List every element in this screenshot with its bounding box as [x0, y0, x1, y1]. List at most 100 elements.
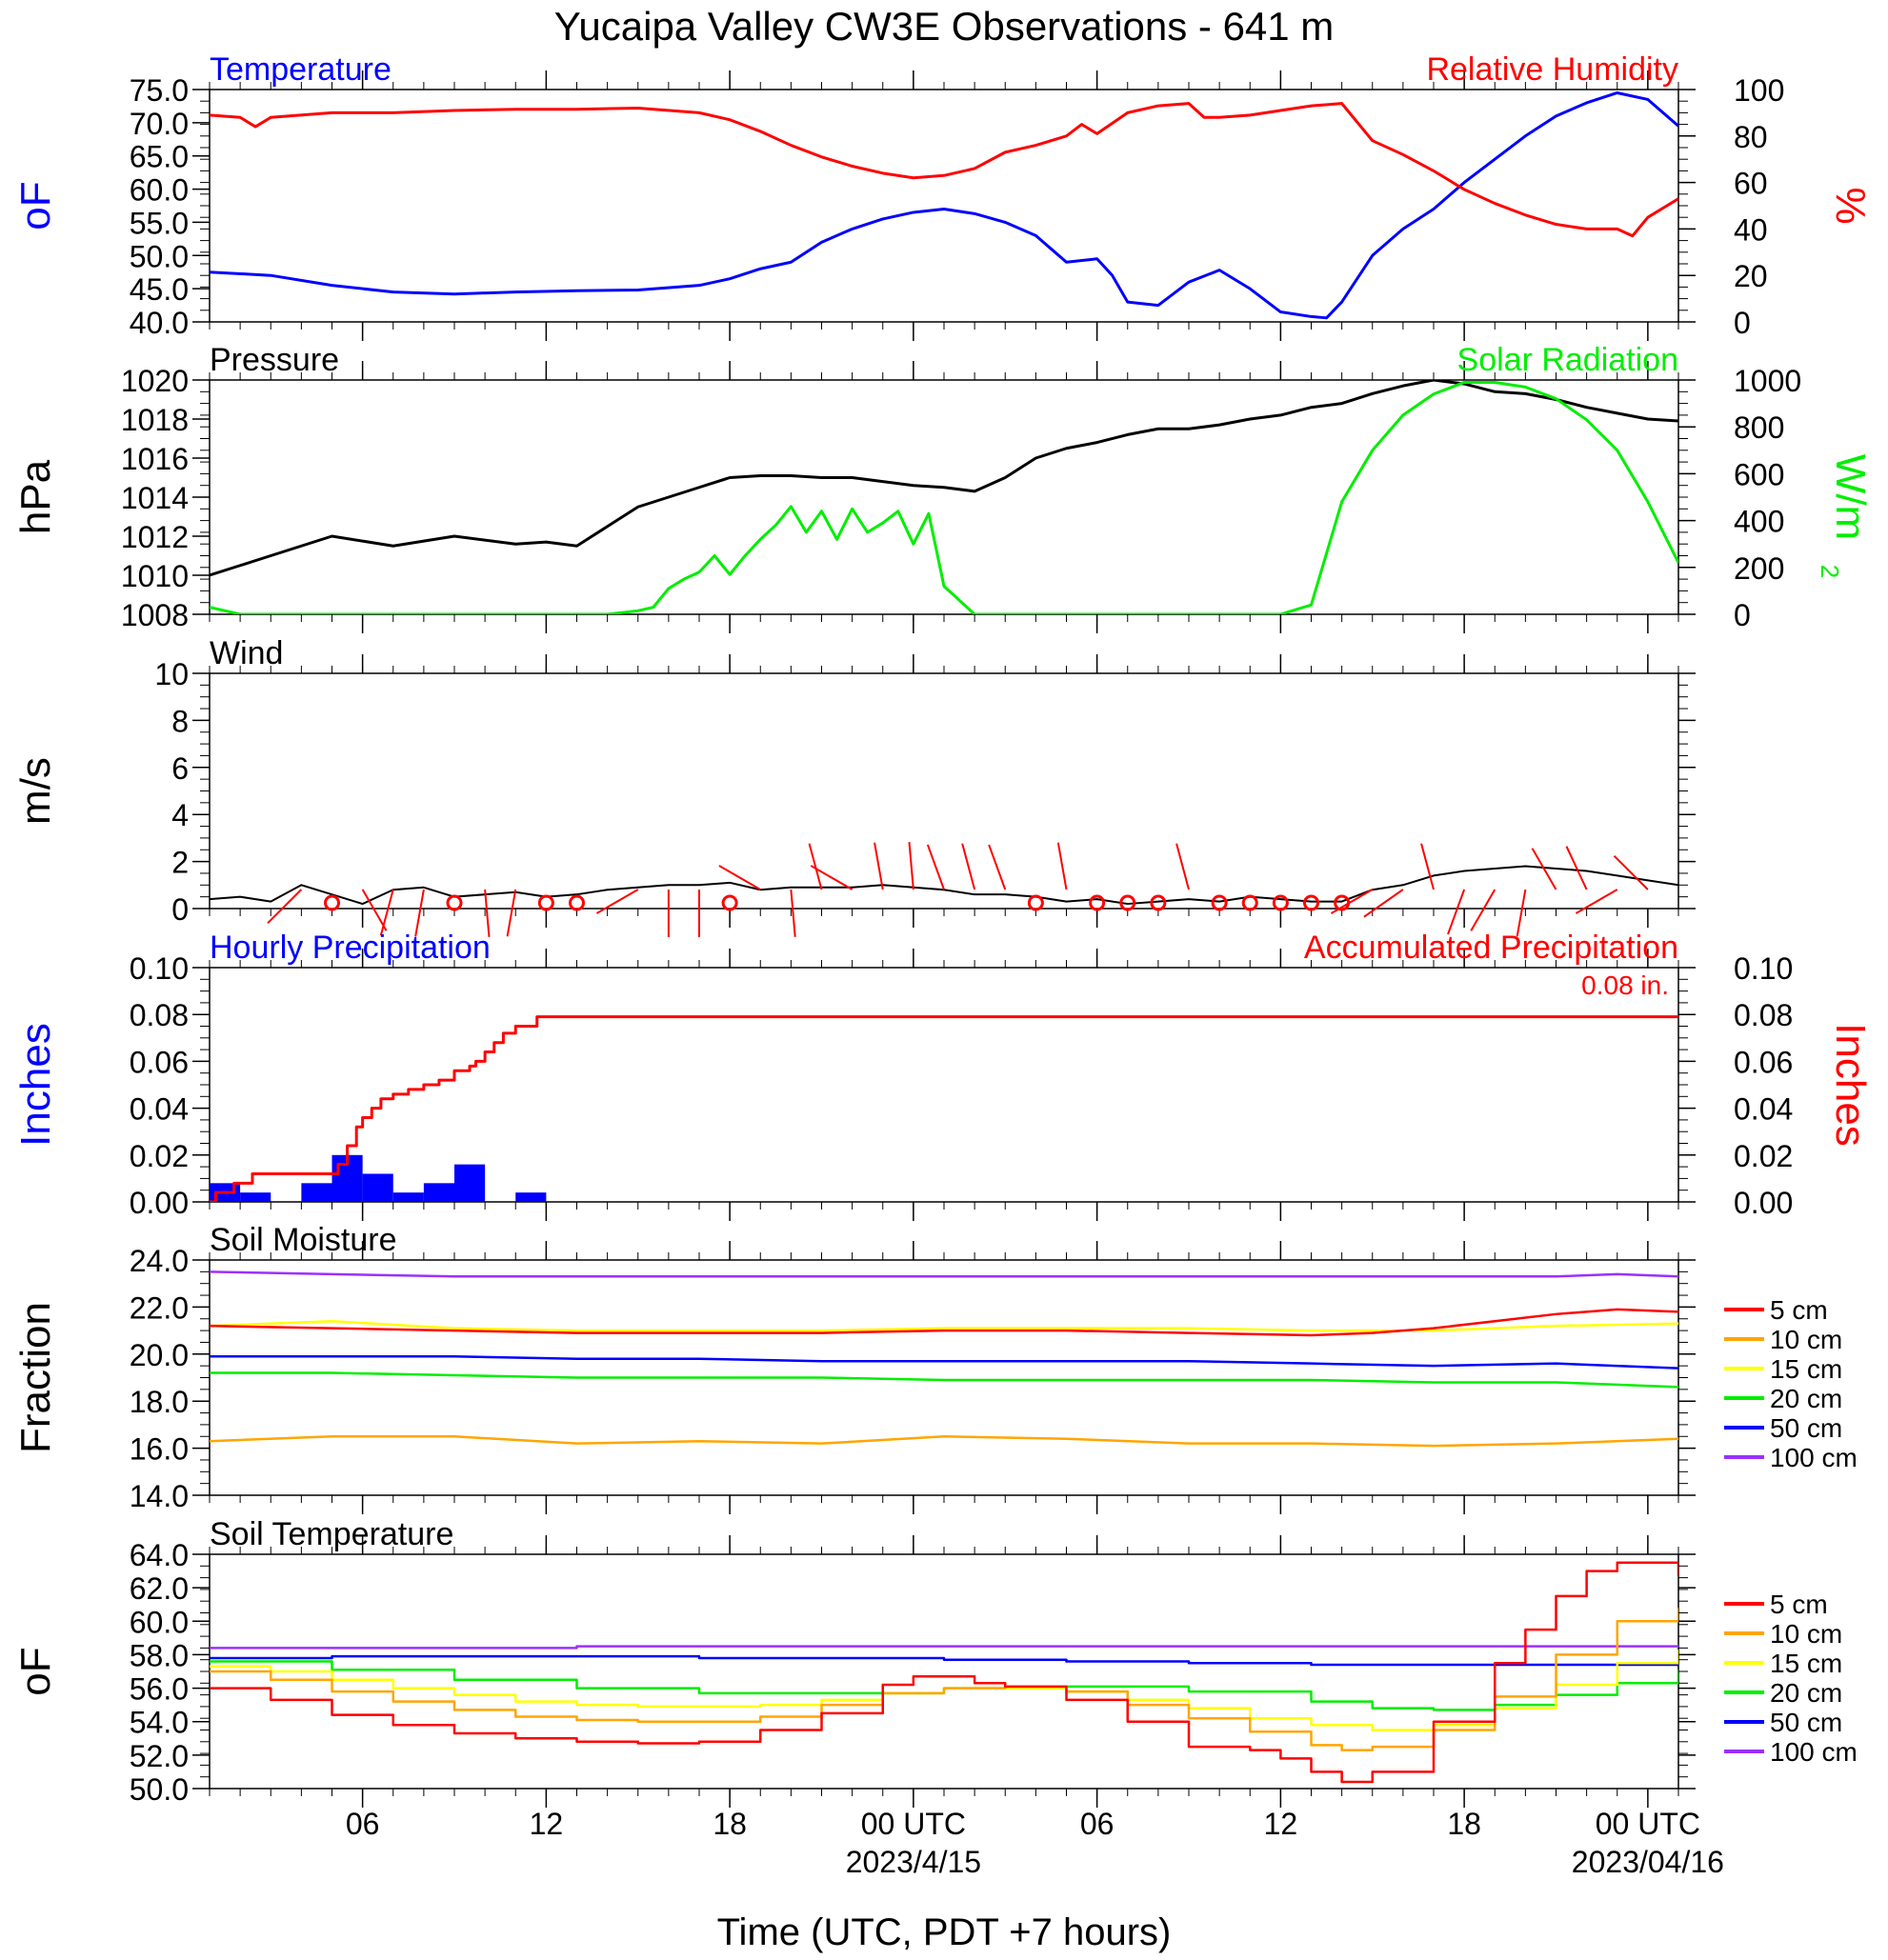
panel-temp_rh: 40.045.050.055.060.065.070.075.0 0 20 40 60 8… — [12, 51, 1874, 341]
wind-barb — [379, 889, 394, 936]
y-tick-label-right: 0.02 — [1734, 1139, 1793, 1173]
y-tick-label-left: 40.0 — [130, 306, 189, 340]
wind-calm-circle — [1211, 894, 1228, 911]
solar-radiation-series-line — [210, 380, 1678, 614]
panel-title-left: Soil Moisture — [210, 1222, 397, 1258]
wind-barb — [1330, 889, 1374, 914]
x-tick-label: 12 — [1264, 1807, 1298, 1841]
data-layer — [210, 1270, 1678, 1448]
legend-label: 15 cm — [1770, 1354, 1842, 1384]
hourly-precip-bar — [454, 1164, 486, 1202]
y-tick-label-left: 18.0 — [130, 1385, 189, 1419]
y-axis-label-left: Inches — [12, 1023, 59, 1147]
y-tick-label-right: 20 — [1734, 259, 1768, 293]
y-tick-label-left: 0.04 — [130, 1092, 189, 1127]
y-tick-label-left: 8 — [171, 704, 189, 738]
y-tick-label-right: 0.00 — [1734, 1186, 1793, 1220]
y-tick-label-left: 4 — [171, 798, 189, 832]
panel-title-right: Relative Humidity — [1426, 51, 1678, 88]
soil-series-line-20cm — [210, 1371, 1678, 1389]
panel-precip: 0.00 0.02 0.04 0.06 0.08 0.10 0.00 0.02 0.04 0.06… — [12, 930, 1874, 1221]
legend-label: 10 cm — [1770, 1325, 1842, 1354]
panels-group: 40.045.050.055.060.065.070.075.002040608… — [12, 51, 1874, 1879]
panel-title-right: Accumulated Precipitation — [1304, 930, 1678, 966]
y-axis-label-left: oF — [12, 181, 59, 230]
wind-barb — [908, 842, 914, 890]
panel-title-left: Temperature — [210, 51, 392, 88]
y-axis-label-left: hPa — [12, 459, 59, 534]
y-tick-label-right: 0.08 — [1734, 998, 1793, 1032]
y-tick-label-left: 52.0 — [130, 1739, 189, 1773]
y-tick-label-right: 800 — [1734, 410, 1784, 445]
wind-barb — [361, 889, 388, 931]
y-tick-label-right: 400 — [1734, 505, 1784, 539]
wind-barb — [1363, 889, 1404, 918]
wind-barb — [810, 865, 854, 890]
y-axis-label-left: Fraction — [12, 1302, 59, 1453]
soil-series-line-5cm — [210, 1561, 1678, 1784]
wind-calm-circle — [1089, 894, 1106, 911]
pressure-series-line — [210, 380, 1678, 577]
wind-barb — [506, 889, 517, 937]
wind-barb — [1565, 846, 1588, 890]
panel-title-left: Soil Temperature — [210, 1516, 453, 1552]
panel-press_solar: 1008 1010 1012 1014 1016 1018 1020 0 200 400 600 80… — [12, 342, 1874, 633]
wind-calm-circle — [537, 894, 554, 911]
soil-series-line-100cm — [210, 1270, 1678, 1278]
wind-barb — [961, 843, 976, 890]
y-tick-label-left: 0.06 — [130, 1045, 189, 1079]
y-axis-label-right: Inches — [1827, 1023, 1874, 1147]
y-tick-label-right: 600 — [1734, 457, 1784, 491]
x-tick-date-label: 2023/4/15 — [846, 1845, 981, 1879]
figure-title: Yucaipa Valley CW3E Observations - 641 m — [554, 4, 1335, 49]
y-axis-label-left: m/s — [12, 757, 59, 825]
y-axis-label-right: W/m — [1827, 454, 1874, 540]
data-layer — [210, 1015, 1678, 1202]
wind-calm-circle — [1241, 894, 1258, 911]
y-tick-label-left: 1012 — [121, 520, 189, 554]
data-layer — [210, 90, 1678, 320]
y-tick-label-left: 60.0 — [130, 1605, 189, 1639]
wind-barb — [926, 844, 945, 890]
wind-calm-circle — [1150, 894, 1167, 911]
legend-label: 50 cm — [1770, 1413, 1842, 1443]
soil-series-line-50cm — [210, 1654, 1678, 1667]
wind-barb — [874, 842, 884, 890]
x-tick-label: 06 — [1080, 1807, 1115, 1841]
hourly-precip-bar — [362, 1173, 393, 1202]
y-tick-label-left: 75.0 — [130, 73, 189, 108]
y-tick-label-left: 64.0 — [130, 1538, 189, 1572]
wind-barb — [790, 889, 796, 937]
y-tick-label-left: 50.0 — [130, 239, 189, 273]
panel-title-right: Solar Radiation — [1457, 342, 1678, 378]
wind-barb — [1175, 843, 1190, 890]
x-tick-label: 06 — [346, 1807, 380, 1841]
y-tick-label-right: 0 — [1734, 306, 1751, 340]
hourly-precip-bar — [240, 1192, 271, 1202]
y-tick-label-right: 0.04 — [1734, 1092, 1793, 1127]
wind-barb — [484, 889, 491, 937]
y-tick-label-left: 1014 — [121, 481, 189, 515]
wind-calm-circle — [324, 894, 340, 911]
panel-soil_moisture: 14.0 16.0 18.0 20.0 22.0 24.0 Soil Moisture Fra… — [12, 1222, 1858, 1514]
wind-calm-circle — [1027, 894, 1044, 911]
panel-title-left: Wind — [210, 635, 283, 671]
x-tick-label: 00 UTC — [861, 1807, 966, 1841]
panel-wind: 0 2 4 6 8 10 Wind m/s — [12, 635, 1696, 937]
hourly-precip-bar — [515, 1192, 547, 1202]
y-tick-label-left: 1010 — [121, 559, 189, 593]
soil-series-line-100cm — [210, 1644, 1678, 1650]
legend-label: 5 cm — [1770, 1295, 1828, 1325]
y-tick-label-left: 0.08 — [130, 998, 189, 1032]
soil-series-line-50cm — [210, 1355, 1678, 1370]
y-tick-label-left: 54.0 — [130, 1706, 189, 1740]
x-tick-label: 12 — [530, 1807, 564, 1841]
wind-barb — [1531, 848, 1557, 890]
y-tick-label-right: 40 — [1734, 212, 1768, 247]
wind-calm-circle — [569, 894, 585, 911]
wind-calm-circle — [446, 894, 463, 911]
hourly-precip-bar — [392, 1192, 424, 1202]
y-axis-label-right-superscript: 2 — [1816, 565, 1844, 578]
y-tick-label-right: 100 — [1734, 73, 1784, 108]
